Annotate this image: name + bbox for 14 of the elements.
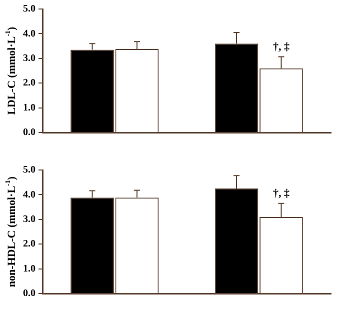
y-tick-label: 3.0: [23, 53, 36, 64]
y-tick-label: 1.0: [23, 263, 36, 274]
y-tick-label: 5.0: [23, 164, 36, 176]
annotation: †, ‡: [272, 41, 290, 54]
y-tick-label: 1.0: [23, 102, 36, 114]
y-tick-label: 0.0: [23, 127, 36, 138]
y-tick-label: 4.0: [23, 28, 36, 40]
y-tick-label: 4.0: [23, 189, 36, 200]
y-tick-label: 5.0: [23, 4, 36, 15]
y-tick-label: 2.0: [23, 238, 36, 250]
annotation: †, ‡: [272, 188, 290, 200]
y-tick-label: 2.0: [23, 78, 36, 89]
y-tick-label: 3.0: [23, 214, 36, 226]
y-tick-label: 0.0: [23, 288, 36, 300]
